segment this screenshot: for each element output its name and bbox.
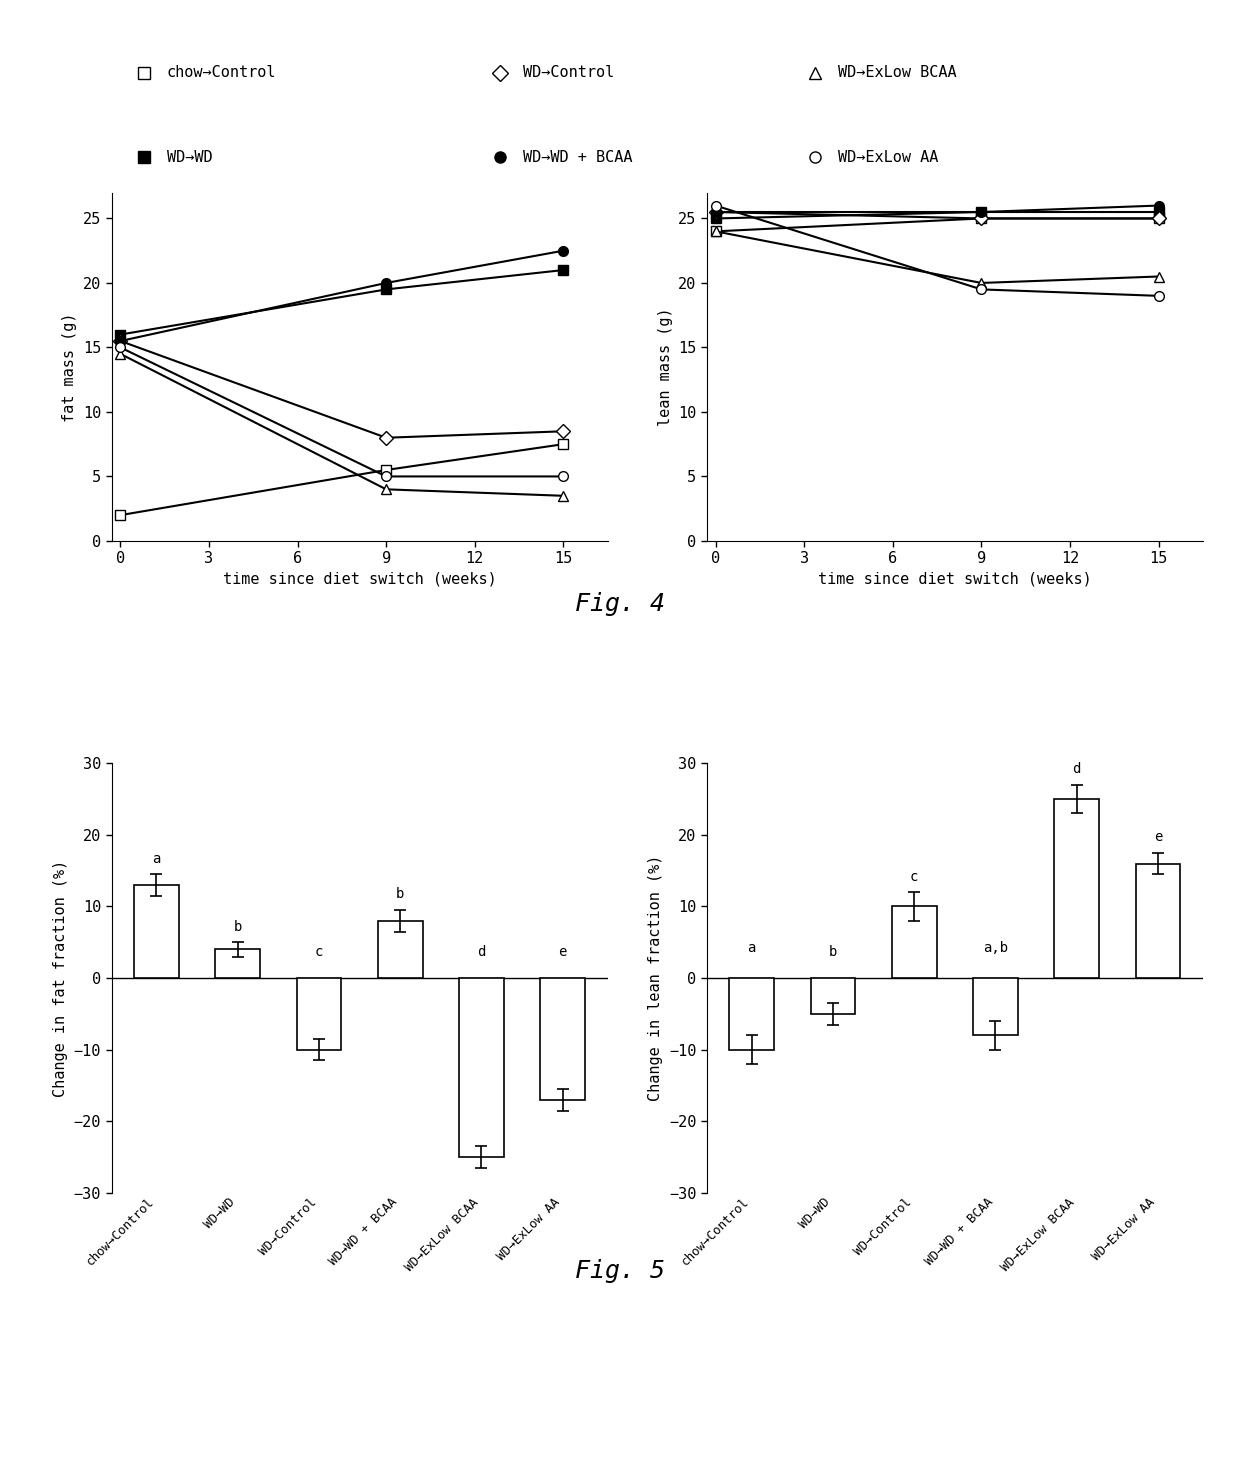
- Text: e: e: [558, 946, 567, 959]
- Text: d: d: [477, 946, 486, 959]
- Text: WD→ExLow BCAA: WD→ExLow BCAA: [838, 65, 956, 80]
- Bar: [973, 978, 1018, 1036]
- Text: Fig. 4: Fig. 4: [575, 591, 665, 617]
- Text: Fig. 5: Fig. 5: [575, 1258, 665, 1283]
- Text: WD→WD + BCAA: WD→WD + BCAA: [522, 150, 632, 165]
- Text: WD→Control: WD→Control: [522, 65, 614, 80]
- Text: c: c: [910, 870, 919, 883]
- Text: a,b: a,b: [983, 941, 1008, 956]
- Text: WD→ExLow AA: WD→ExLow AA: [838, 150, 939, 165]
- Bar: [216, 950, 260, 978]
- Y-axis label: Change in fat fraction (%): Change in fat fraction (%): [53, 860, 68, 1097]
- Text: b: b: [233, 920, 242, 934]
- Text: a: a: [153, 852, 161, 865]
- Text: b: b: [828, 946, 837, 959]
- Bar: [729, 978, 774, 1049]
- Y-axis label: Change in lean fraction (%): Change in lean fraction (%): [649, 855, 663, 1101]
- Text: d: d: [1073, 762, 1081, 777]
- Text: c: c: [315, 946, 324, 959]
- Y-axis label: lean mass (g): lean mass (g): [657, 307, 672, 427]
- Bar: [296, 978, 341, 1049]
- Bar: [892, 907, 936, 978]
- Y-axis label: fat mass (g): fat mass (g): [62, 313, 77, 421]
- Bar: [1136, 864, 1180, 978]
- Bar: [1054, 799, 1099, 978]
- Bar: [811, 978, 856, 1014]
- X-axis label: time since diet switch (weeks): time since diet switch (weeks): [818, 572, 1091, 587]
- Bar: [459, 978, 503, 1157]
- Bar: [134, 885, 179, 978]
- Text: e: e: [1153, 830, 1162, 845]
- Text: a: a: [748, 941, 756, 956]
- Bar: [378, 920, 423, 978]
- Text: WD→WD: WD→WD: [166, 150, 212, 165]
- X-axis label: time since diet switch (weeks): time since diet switch (weeks): [223, 572, 496, 587]
- Text: chow→Control: chow→Control: [166, 65, 277, 80]
- Bar: [541, 978, 585, 1100]
- Text: b: b: [396, 888, 404, 901]
